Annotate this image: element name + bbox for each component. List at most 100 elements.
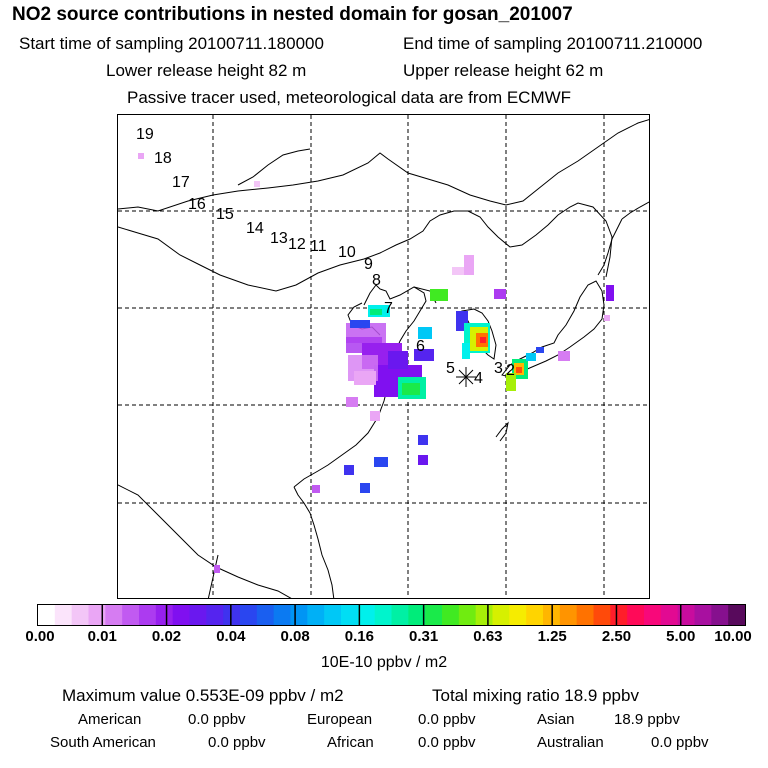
color-swatch (54, 605, 73, 625)
color-scale-tick-label: 10.00 (714, 628, 752, 645)
color-swatch (694, 605, 712, 625)
australian-value: 0.0 ppbv (651, 734, 709, 751)
australian-label: Australian (537, 734, 604, 751)
trajectory-label-12: 12 (288, 236, 306, 253)
color-scale-tick-label: 0.04 (216, 628, 246, 645)
color-swatch (357, 605, 376, 625)
end-time-label: End time of sampling 20100711.210000 (403, 34, 703, 53)
color-swatch (728, 605, 745, 625)
color-swatch (341, 605, 359, 625)
asian-value: 18.9 ppbv (614, 711, 680, 728)
trajectory-label-14: 14 (246, 220, 264, 237)
trajectory-label-16: 16 (188, 196, 206, 213)
color-swatch (223, 605, 241, 625)
color-scale-tick-label: 2.50 (601, 628, 632, 645)
trajectory-label-9: 9 (364, 256, 373, 273)
upper-release-height-label: Upper release height 62 m (403, 61, 604, 80)
color-swatch (290, 605, 308, 625)
trajectory-label-15: 15 (216, 206, 234, 223)
trajectory-label-13: 13 (270, 230, 288, 247)
color-scale-unit: 10E-10 ppbv / m2 (320, 654, 448, 671)
coastlines (118, 119, 649, 598)
trajectory-label-7: 7 (384, 300, 393, 317)
color-swatch (526, 605, 544, 625)
asian-label: Asian (537, 711, 575, 728)
trajectory-label-17: 17 (172, 174, 190, 191)
trajectory-label-18: 18 (154, 150, 172, 167)
color-scale-ticks: 0.00 0.01 0.02 0.04 0.08 0.16 0.31 0.63 1.25 2.50… (0, 628, 768, 648)
trajectory-label-10: 10 (338, 244, 356, 261)
tracer-note: Passive tracer used, meteorological data… (127, 88, 572, 107)
figure-title: NO2 source contributions in nested domai… (12, 4, 573, 25)
color-swatch (458, 605, 477, 625)
color-swatch (442, 605, 460, 625)
color-scale-tick-label: 0.31 (409, 628, 439, 645)
color-swatch (88, 605, 106, 625)
color-swatch (374, 605, 392, 625)
south-american-value: 0.0 ppbv (208, 734, 266, 751)
color-scale-bar (37, 604, 746, 626)
color-scale-tick-label: 0.02 (151, 628, 182, 645)
color-swatch (610, 605, 628, 625)
color-swatch (273, 605, 291, 625)
receptor-star (456, 367, 476, 387)
color-scale-tick-label: 0.63 (473, 628, 503, 645)
color-swatch (492, 605, 510, 625)
lower-release-height-label: Lower release height 82 m (106, 61, 307, 80)
color-swatch (509, 605, 527, 625)
color-swatch (324, 605, 342, 625)
trajectory-labels: 19 18 17 16 15 14 13 12 11 10 9 8 7 6 5 … (136, 126, 515, 387)
color-swatch (391, 605, 409, 625)
contribution-field (138, 153, 614, 573)
african-value: 0.0 ppbv (418, 734, 476, 751)
color-swatch (576, 605, 594, 625)
european-label: European (307, 711, 373, 728)
trajectory-label-8: 8 (372, 272, 381, 289)
south-american-label: South American (50, 734, 156, 751)
color-swatch (38, 605, 56, 625)
color-scale-tick-label: 1.25 (537, 628, 567, 645)
trajectory-label-2: 2 (506, 362, 515, 379)
trajectory-label-4: 4 (474, 370, 483, 387)
map-canvas: 19 18 17 16 15 14 13 12 11 10 9 8 7 6 5 … (118, 115, 649, 598)
trajectory-label-19: 19 (136, 126, 154, 143)
american-label: American (78, 711, 142, 728)
color-swatch (559, 605, 578, 625)
color-swatch (627, 605, 645, 625)
maximum-value-label: Maximum value 0.553E-09 ppbv / m2 (62, 686, 344, 705)
trajectory-label-5: 5 (446, 360, 455, 377)
color-swatch (256, 605, 275, 625)
color-swatch (206, 605, 224, 625)
color-swatch (240, 605, 258, 625)
color-swatch (172, 605, 190, 625)
color-scale-tick-label: 0.08 (280, 628, 310, 645)
color-swatch (425, 605, 443, 625)
african-label: African (327, 734, 374, 751)
american-value: 0.0 ppbv (188, 711, 246, 728)
total-mixing-ratio-label: Total mixing ratio 18.9 ppbv (432, 686, 639, 705)
color-swatch (593, 605, 611, 625)
color-swatch (660, 605, 679, 625)
trajectory-label-3: 3 (494, 360, 503, 377)
color-swatch (139, 605, 157, 625)
color-swatch (644, 605, 662, 625)
start-time-label: Start time of sampling 20100711.180000 (19, 34, 324, 53)
color-swatch (105, 605, 123, 625)
color-swatch (71, 605, 89, 625)
color-swatch (677, 605, 695, 625)
color-swatch (711, 605, 729, 625)
color-swatch (307, 605, 325, 625)
color-swatch (155, 605, 174, 625)
map-panel: 19 18 17 16 15 14 13 12 11 10 9 8 7 6 5 … (117, 114, 650, 599)
european-value: 0.0 ppbv (418, 711, 476, 728)
trajectory-label-6: 6 (416, 338, 425, 355)
color-scale-tick-label: 0.01 (87, 628, 117, 645)
color-swatch (122, 605, 140, 625)
trajectory-label-11: 11 (310, 238, 327, 255)
color-swatch (408, 605, 426, 625)
color-scale-tick-label: 0.00 (25, 628, 55, 645)
color-swatch (475, 605, 493, 625)
color-swatch (189, 605, 207, 625)
color-scale-tick-label: 0.16 (344, 628, 374, 645)
color-scale-swatches (38, 605, 745, 625)
